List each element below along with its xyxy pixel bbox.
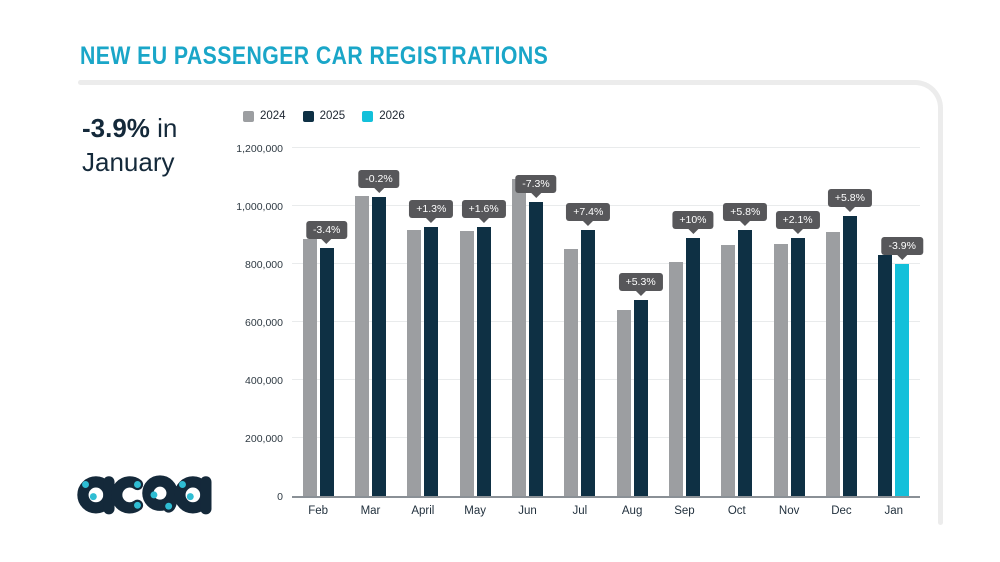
bar-2025 (685, 238, 700, 496)
legend-swatch (243, 110, 254, 122)
bar-2024 (721, 244, 736, 496)
bar-2024 (616, 309, 631, 496)
change-tooltip: -3.9% (881, 237, 923, 261)
month-group: +2.1% Nov (763, 148, 820, 517)
month-group: -0.2% Mar (344, 148, 400, 517)
change-tooltip: +2.1% (775, 211, 820, 235)
bar-2024 (354, 196, 369, 496)
plot-area: -3.4% Feb -0.2% Mar +1.3% April +1.6% May -7.3% J… (236, 143, 923, 517)
bar-2025 (738, 230, 753, 496)
change-tooltip: +5.8% (723, 203, 768, 227)
month-group: +1.3% April (397, 148, 454, 517)
month-group: +1.6% May (449, 148, 506, 517)
legend-item: 2025 (302, 110, 346, 122)
legend-label: 2026 (379, 110, 405, 122)
month-group: -3.4% Feb (292, 148, 348, 517)
y-axis-tick-label: 800,000 (245, 259, 283, 271)
month-group: +5.8% Oct (711, 148, 768, 517)
x-axis-month-label: Dec (831, 505, 852, 517)
change-tooltip: +1.3% (409, 199, 454, 223)
page-title: NEW EU PASSENGER CAR REGISTRATIONS (80, 42, 631, 71)
y-axis-tick-label: 0 (277, 491, 283, 503)
chart-legend: 2024 2025 2026 (243, 110, 405, 122)
page-title-text: NEW EU PASSENGER CAR REGISTRATIONS (80, 42, 549, 70)
change-tooltip: +5.3% (618, 272, 663, 296)
change-tooltip: -0.2% (358, 169, 400, 193)
gridline (292, 379, 920, 380)
change-tooltip: +5.8% (827, 189, 872, 213)
bar-2025 (371, 196, 386, 496)
bar-2025 (528, 202, 543, 496)
highlight-caption: in January (82, 113, 178, 177)
bar-2025 (476, 226, 491, 496)
x-axis-month-label: Jan (884, 505, 904, 517)
x-axis-month-label: Jun (518, 505, 537, 517)
bar-2025 (424, 226, 439, 496)
legend-item: 2024 (243, 110, 286, 122)
bar-2024 (407, 230, 422, 496)
legend-swatch (302, 110, 314, 122)
x-axis-month-label: Oct (727, 505, 746, 517)
change-tooltip: +10% (672, 211, 714, 235)
legend-item: 2026 (362, 110, 405, 122)
change-tooltip: +7.4% (566, 203, 611, 227)
x-axis-month-label: Nov (778, 505, 800, 517)
legend-label: 2025 (319, 110, 346, 122)
x-axis-month-label: May (464, 505, 487, 517)
y-axis-tick-label: 1,200,000 (236, 143, 283, 155)
month-group: +5.8% Dec (815, 148, 872, 517)
bar-2024 (564, 248, 579, 496)
bar-2025 (319, 248, 334, 496)
acea-letter-strokes (77, 475, 212, 515)
gridline (292, 321, 920, 322)
bar-2026 (895, 264, 910, 496)
y-axis-tick-label: 200,000 (245, 433, 283, 445)
y-axis-tick-label: 400,000 (245, 375, 283, 387)
bar-2024 (825, 231, 840, 496)
x-axis-month-label: Sep (674, 505, 695, 517)
gridline (292, 437, 920, 438)
legend-swatch (362, 110, 374, 122)
bar-2025 (878, 254, 893, 496)
month-group: -7.3% Jun (501, 148, 557, 517)
gridline (292, 147, 920, 148)
bar-2024 (511, 179, 526, 496)
acea-cyan-dots (82, 481, 194, 510)
highlight-percentage: -3.9% (82, 113, 150, 143)
gridline (292, 263, 920, 264)
month-group: -3.9% Jan (868, 148, 923, 517)
x-axis-month-label: Feb (308, 505, 329, 517)
bar-2025 (581, 230, 596, 496)
x-axis-month-label: Aug (621, 505, 643, 517)
change-tooltip: -3.4% (305, 221, 348, 245)
bar-2025 (633, 299, 648, 496)
bar-2024 (302, 239, 317, 496)
highlight-callout: -3.9% in January (82, 112, 217, 180)
bars-container: -3.4% Feb -0.2% Mar +1.3% April +1.6% May -7.3% J… (292, 148, 923, 517)
month-group: +7.4% Jul (554, 148, 611, 517)
x-axis-month-label: April (411, 505, 435, 517)
bar-2025 (790, 238, 805, 496)
y-axis-tick-label: 600,000 (245, 317, 283, 329)
bar-2024 (773, 243, 788, 496)
change-tooltip: +1.6% (461, 199, 506, 223)
change-tooltip: -7.3% (515, 175, 557, 199)
bar-2025 (842, 216, 857, 496)
legend-label: 2024 (260, 110, 286, 122)
bar-2024 (459, 231, 474, 496)
y-axis-tick-label: 1,000,000 (236, 201, 283, 213)
month-group: +10% Sep (658, 148, 714, 517)
acea-logo (77, 475, 212, 515)
month-group: +5.3% Aug (606, 148, 663, 517)
bar-2024 (668, 261, 683, 496)
x-axis-month-label: Jul (572, 505, 588, 517)
x-axis-month-label: Mar (360, 505, 381, 517)
